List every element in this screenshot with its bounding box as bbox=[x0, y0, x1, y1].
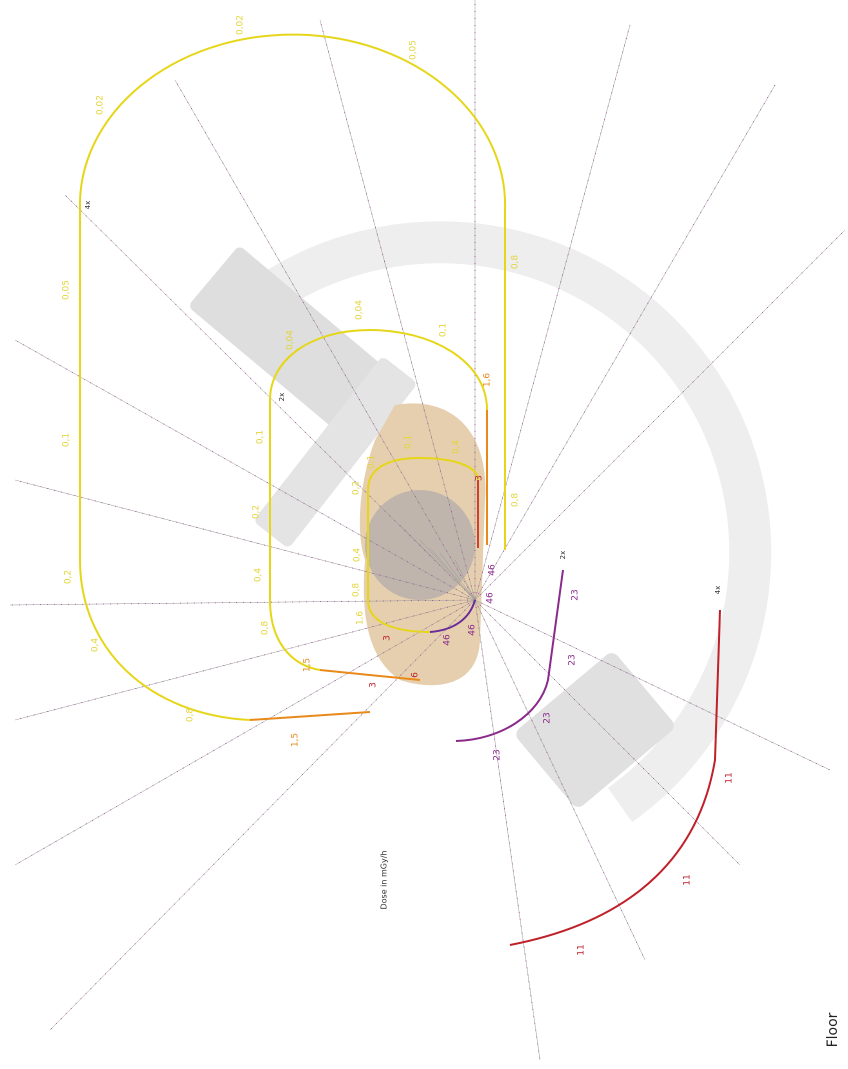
dose-label: 23 bbox=[568, 654, 578, 665]
dose-label: 2x bbox=[278, 393, 286, 402]
dose-label: 0,1 bbox=[367, 455, 377, 469]
dose-label: 1,6 bbox=[483, 373, 493, 388]
dose-label: 0,8 bbox=[186, 708, 196, 723]
dose-label: 0,05 bbox=[409, 40, 419, 60]
dose-label: 0,8 bbox=[511, 255, 521, 270]
dose-label: 11 bbox=[577, 944, 587, 955]
dose-label: 11 bbox=[725, 772, 735, 783]
dose-label: 0,8 bbox=[511, 493, 521, 508]
dose-label: 6 bbox=[411, 672, 421, 678]
dose-label: 0,2 bbox=[252, 505, 262, 519]
ray bbox=[475, 230, 845, 600]
dose-label: 3 bbox=[369, 682, 379, 688]
dose-label: 3 bbox=[383, 635, 393, 641]
dose-label: 0,04 bbox=[286, 330, 296, 350]
dose-label: 11 bbox=[683, 874, 693, 885]
dose-label: 4x bbox=[84, 201, 92, 210]
ray bbox=[50, 600, 475, 1030]
dose-label: 46 bbox=[443, 634, 453, 646]
dose-label: 1,5 bbox=[303, 658, 313, 672]
dose-label: 1,5 bbox=[291, 733, 301, 747]
dose-diagram: 0,02 0,05 0,02 0,05 0,1 0,2 0,4 0,8 0,8 0,8 1,6 1,5… bbox=[0, 0, 848, 1069]
dose-label: 0,1 bbox=[404, 435, 414, 449]
dose-label: 0,04 bbox=[355, 300, 365, 320]
dose-label: 0,05 bbox=[62, 280, 72, 300]
legend: Dose in mGy/h bbox=[380, 850, 389, 909]
dose-label: 46 bbox=[486, 592, 496, 604]
dose-label: 0,1 bbox=[62, 433, 72, 447]
title: Floor bbox=[825, 1012, 841, 1047]
dose-label: 46 bbox=[468, 624, 478, 636]
dose-label: 0,02 bbox=[96, 95, 106, 115]
dose-label: 0,4 bbox=[452, 440, 462, 455]
dose-label: 0,02 bbox=[236, 15, 246, 35]
dose-label: 0,1 bbox=[256, 430, 266, 444]
dose-label: 0,8 bbox=[261, 621, 271, 636]
dose-label: 0,4 bbox=[353, 548, 363, 563]
dose-label: 0,8 bbox=[352, 583, 362, 598]
dose-label: 0,2 bbox=[352, 481, 362, 495]
dose-label: 1,6 bbox=[356, 611, 366, 626]
dose-label: 23 bbox=[571, 589, 581, 600]
dose-label: 0,1 bbox=[439, 323, 449, 337]
dose-label: 3 bbox=[475, 475, 485, 481]
dose-label: 2x bbox=[559, 551, 567, 560]
dose-label: 0,2 bbox=[64, 570, 74, 584]
ray bbox=[15, 600, 475, 865]
dose-label: 0,4 bbox=[91, 638, 101, 653]
dose-label: 23 bbox=[493, 749, 503, 760]
dose-label: 23 bbox=[543, 712, 553, 723]
dose-label: 46 bbox=[488, 564, 498, 576]
dose-label: 0,4 bbox=[254, 568, 264, 583]
dose-label: 4x bbox=[714, 586, 722, 595]
equipment bbox=[188, 242, 751, 810]
contour-outer-orange bbox=[250, 712, 370, 720]
